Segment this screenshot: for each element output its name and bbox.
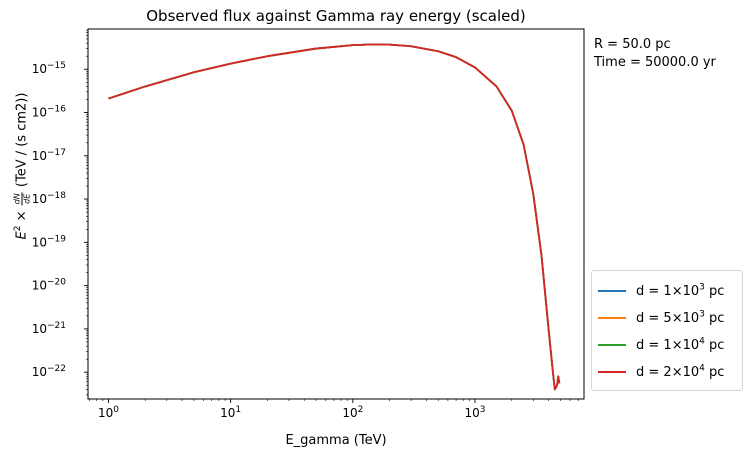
y-label-denominator: dE [22, 193, 32, 204]
y-tick-label: 10−22 [32, 364, 66, 379]
legend-label: d = 5×103 pc [636, 309, 725, 326]
legend-swatch [598, 290, 626, 292]
y-label-times: × [14, 210, 30, 222]
y-label-exponent: 2 [13, 225, 24, 232]
legend-label: d = 2×104 pc [636, 363, 725, 380]
legend-item: d = 2×104 pc [592, 362, 724, 382]
legend-swatch [598, 344, 626, 346]
legend-item: d = 1×104 pc [592, 335, 724, 355]
y-tick-label: 10−16 [32, 105, 67, 120]
series-line-0 [108, 43, 561, 391]
x-tick-label: 101 [220, 405, 241, 420]
series-line-3 [108, 43, 561, 391]
y-label-units: (TeV / (s cm2)) [14, 92, 30, 188]
y-tick-label: 10−19 [32, 234, 67, 249]
y-label-numerator: dN [12, 192, 23, 206]
annotation-radius: R = 50.0 pc [594, 37, 671, 52]
series-line-2 [108, 43, 561, 391]
y-label-fraction: dN dE [12, 192, 32, 206]
chart-title: Observed flux against Gamma ray energy (… [146, 7, 526, 25]
y-tick-label: 10−20 [32, 278, 67, 293]
legend-item: d = 5×103 pc [592, 308, 724, 328]
y-label-prefix: E [14, 231, 30, 240]
legend-swatch [598, 371, 626, 373]
y-tick-label: 10−17 [32, 148, 66, 163]
annotation-time: Time = 50000.0 yr [594, 55, 716, 70]
y-tick-label: 10−18 [32, 191, 67, 206]
y-tick-label: 10−15 [32, 61, 66, 76]
legend-item: d = 1×103 pc [592, 281, 724, 301]
series-line-1 [108, 43, 561, 391]
x-tick-label: 102 [342, 405, 363, 420]
legend: d = 1×103 pc d = 5×103 pc d = 1×104 pc d… [591, 270, 743, 391]
axes-layer: 100 101 102 103 10−15 10−16 10−17 10−18 10−19 10−… [32, 29, 579, 420]
y-axis-label: E2 × dN dE (TeV / (s cm2)) [12, 92, 32, 240]
x-tick-label: 100 [98, 405, 119, 420]
x-tick-label: 103 [464, 405, 485, 420]
plot-frame [87, 28, 585, 400]
legend-label: d = 1×104 pc [636, 336, 725, 353]
legend-swatch [598, 317, 626, 319]
series-layer [108, 43, 561, 391]
y-tick-label: 10−21 [32, 321, 66, 336]
x-axis-label: E_gamma (TeV) [285, 433, 386, 448]
legend-label: d = 1×103 pc [636, 282, 725, 299]
